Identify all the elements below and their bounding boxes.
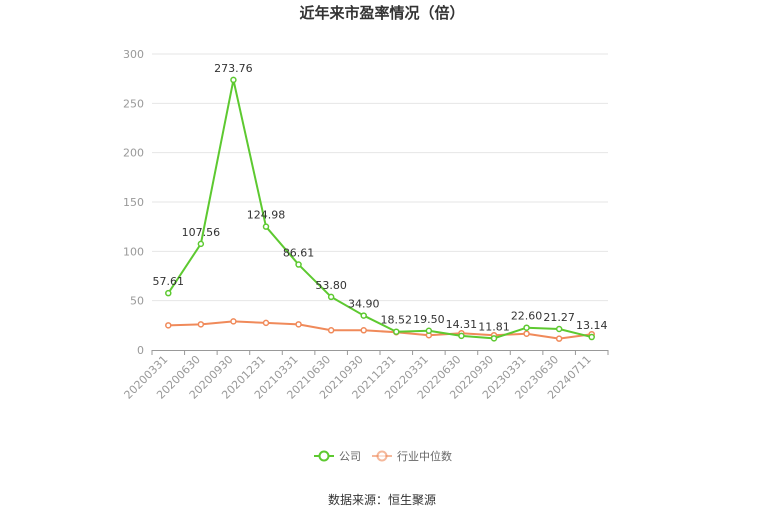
company-data-label: 19.50 bbox=[413, 313, 445, 326]
company-point[interactable] bbox=[393, 328, 400, 335]
legend-marker-icon bbox=[318, 450, 330, 462]
company-line bbox=[167, 78, 592, 340]
company-data-label: 53.80 bbox=[315, 279, 347, 292]
legend-marker-icon bbox=[376, 450, 388, 462]
company-data-label: 57.61 bbox=[153, 275, 185, 288]
industry-median-point[interactable] bbox=[555, 335, 563, 342]
data-source: 数据来源：恒生聚源 bbox=[328, 492, 436, 507]
industry-median-point[interactable] bbox=[165, 322, 172, 329]
y-tick-label: 150 bbox=[123, 196, 144, 209]
chart-title: 近年来市盈率情况（倍） bbox=[299, 4, 464, 22]
company-data-label: 86.61 bbox=[283, 247, 315, 260]
x-axis: 2020033120200630202009302020123120210331… bbox=[122, 350, 609, 402]
company-point[interactable] bbox=[588, 333, 595, 341]
company-point[interactable] bbox=[295, 261, 302, 268]
y-tick-label: 250 bbox=[123, 97, 144, 110]
industry-median-point[interactable] bbox=[360, 327, 367, 334]
industry-median-point[interactable] bbox=[262, 319, 270, 327]
industry-median-line bbox=[168, 320, 592, 340]
grid-lines bbox=[152, 53, 608, 302]
legend[interactable]: 公司 行业中位数 bbox=[314, 449, 452, 463]
industry-median-point[interactable] bbox=[197, 321, 205, 328]
y-tick-label: 0 bbox=[137, 344, 144, 357]
company-data-label: 124.98 bbox=[247, 209, 286, 222]
y-tick-label: 200 bbox=[123, 147, 144, 160]
company-point[interactable] bbox=[327, 293, 335, 301]
industry-median-point[interactable] bbox=[523, 330, 530, 337]
company-data-label: 14.31 bbox=[446, 318, 478, 331]
company-point[interactable] bbox=[230, 76, 237, 84]
series-layer: 57.61 107.56 273.76 124.98 86.61 53.8034.9018… bbox=[153, 62, 608, 342]
company-point[interactable] bbox=[555, 325, 563, 333]
legend-label: 行业中位数 bbox=[397, 449, 452, 463]
y-tick-label: 300 bbox=[123, 48, 144, 61]
company-data-label: 18.52 bbox=[381, 314, 413, 327]
company-point[interactable] bbox=[425, 327, 433, 335]
company-data-label: 21.27 bbox=[543, 311, 575, 324]
y-tick-label: 50 bbox=[130, 295, 144, 308]
company-point[interactable] bbox=[262, 223, 270, 230]
legend-item-industry-median[interactable]: 行业中位数 bbox=[372, 449, 452, 463]
company-data-label: 22.60 bbox=[511, 310, 543, 323]
industry-median-point[interactable] bbox=[295, 321, 302, 328]
company-point[interactable] bbox=[197, 240, 205, 248]
industry-median-point[interactable] bbox=[327, 327, 335, 334]
company-point[interactable] bbox=[458, 332, 465, 340]
industry-median-point[interactable] bbox=[230, 318, 237, 325]
company-point[interactable] bbox=[360, 312, 367, 319]
company-data-label: 273.76 bbox=[214, 62, 253, 75]
company-data-label: 13.14 bbox=[576, 319, 608, 332]
company-point[interactable] bbox=[490, 335, 498, 342]
company-point[interactable] bbox=[523, 324, 530, 331]
y-tick-label: 100 bbox=[123, 245, 144, 258]
company-data-label: 11.81 bbox=[478, 320, 510, 333]
company-data-label: 34.90 bbox=[348, 298, 380, 311]
company-data-label: 107.56 bbox=[182, 226, 221, 239]
legend-item-company[interactable]: 公司 bbox=[314, 450, 361, 463]
company-point[interactable] bbox=[165, 289, 172, 297]
legend-label: 公司 bbox=[339, 450, 361, 463]
y-axis: 0 50 100 150 200 250 300 bbox=[123, 48, 144, 357]
